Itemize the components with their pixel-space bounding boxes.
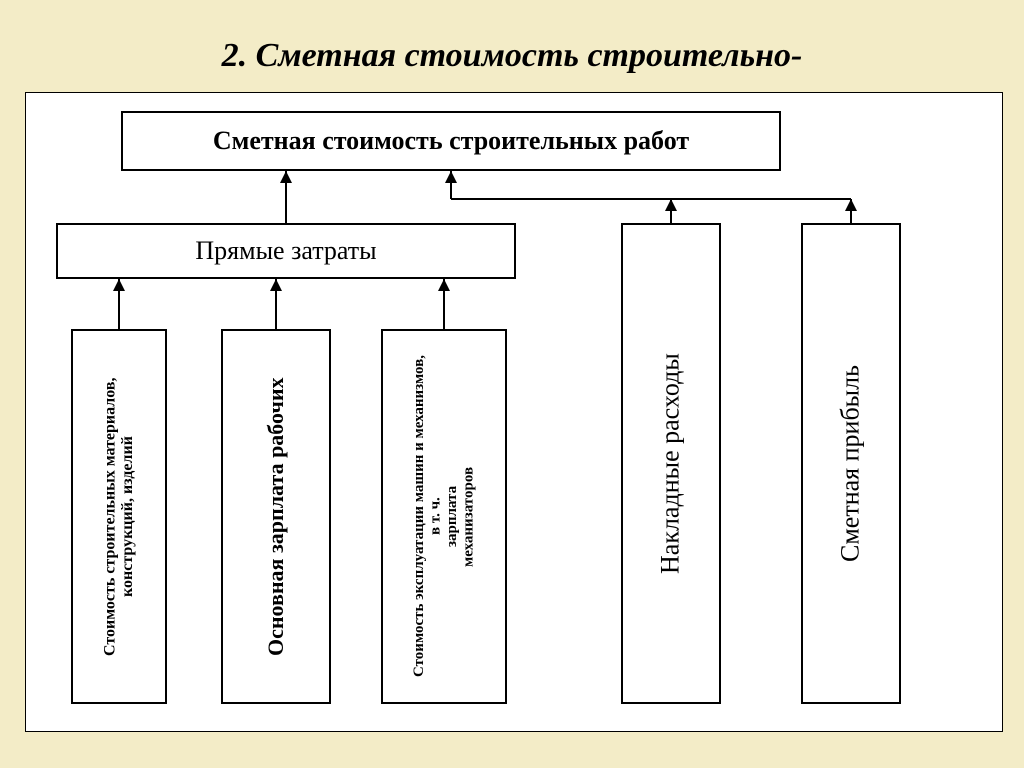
diagram-frame: Сметная стоимость строительных работ Прям… bbox=[25, 92, 1003, 732]
node-direct: Прямые затраты bbox=[56, 223, 516, 279]
slide: 2. Сметная стоимость строительно- монтаж… bbox=[0, 0, 1024, 768]
title-line-1: 2. Сметная стоимость строительно- bbox=[222, 37, 803, 74]
node-profit: Сметная прибыль bbox=[801, 223, 901, 704]
node-root: Сметная стоимость строительных работ bbox=[121, 111, 781, 171]
node-over: Накладные расходы bbox=[621, 223, 721, 704]
node-mach: Стоимость эксплуатации машин и механизмо… bbox=[381, 329, 507, 704]
node-wage: Основная зарплата рабочих bbox=[221, 329, 331, 704]
node-mat: Стоимость строительных материалов, конст… bbox=[71, 329, 167, 704]
